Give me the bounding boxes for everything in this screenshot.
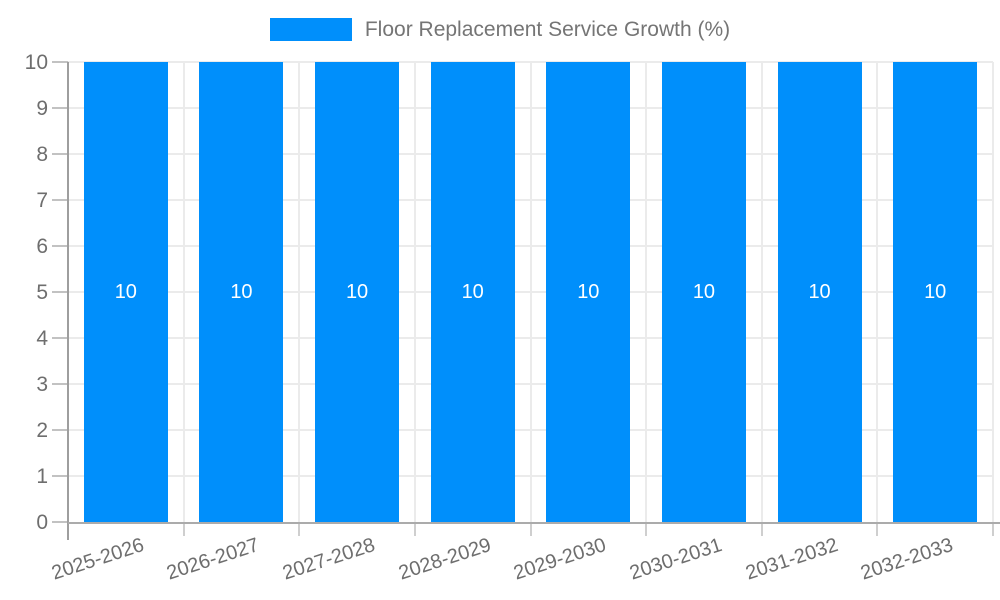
x-gridline [529,62,532,522]
y-axis-tick-label: 6 [36,235,48,258]
chart-legend[interactable]: Floor Replacement Service Growth (%) [0,18,1000,41]
bar[interactable] [315,62,400,522]
x-axis-tick [992,522,994,536]
bar-value-label: 10 [114,281,137,303]
bar-value-label: 10 [230,281,253,303]
y-axis-tick [52,475,68,477]
y-axis-tick [52,383,68,385]
y-axis-tick [52,61,68,63]
y-axis-tick [52,107,68,109]
y-axis-tick-label: 5 [36,281,48,304]
x-axis-tick [413,522,416,536]
x-axis-tick [182,522,185,536]
x-axis-tick [645,522,648,536]
y-axis-tick [52,337,68,339]
y-axis-tick-label: 9 [36,97,48,120]
y-axis-tick-label: 0 [36,511,48,534]
x-gridline [876,62,879,522]
x-gridline [182,62,185,522]
y-axis-tick-label: 10 [24,51,48,74]
y-axis-tick [52,199,68,201]
y-axis-line [67,62,69,540]
x-axis-tick [529,522,532,536]
x-gridline [298,62,301,522]
x-axis-tick [760,522,763,536]
bar[interactable] [83,62,168,522]
bar-value-label: 10 [808,281,831,303]
legend-swatch-icon [269,18,352,41]
y-axis-tick-label: 1 [36,465,48,488]
bar[interactable] [893,62,978,522]
x-gridline [413,62,416,522]
x-axis-tick [298,522,301,536]
x-gridline [760,62,763,522]
x-axis-tick [876,522,879,536]
y-axis-tick-label: 8 [36,143,48,166]
bar[interactable] [430,62,515,522]
y-axis-tick-label: 3 [36,373,48,396]
bar[interactable] [546,62,631,522]
bar-value-label: 10 [461,281,484,303]
y-axis-tick [52,429,68,431]
legend-label: Floor Replacement Service Growth (%) [364,18,731,41]
y-axis-tick-label: 4 [36,327,48,350]
y-axis-tick [52,245,68,247]
y-axis-tick-label: 2 [36,419,48,442]
bar-value-label: 10 [577,281,600,303]
x-axis-line [68,522,1000,524]
x-gridline [992,62,994,522]
bar[interactable] [777,62,862,522]
bar-value-label: 10 [345,281,369,303]
x-gridline [645,62,648,522]
bar-value-label: 10 [924,281,947,303]
bar[interactable] [661,62,746,522]
y-axis-tick-label: 7 [36,189,48,212]
bar-value-label: 10 [692,281,716,303]
y-axis-tick [52,291,68,293]
bar[interactable] [199,62,284,522]
y-axis-tick [52,521,68,523]
y-axis-tick [52,153,68,155]
